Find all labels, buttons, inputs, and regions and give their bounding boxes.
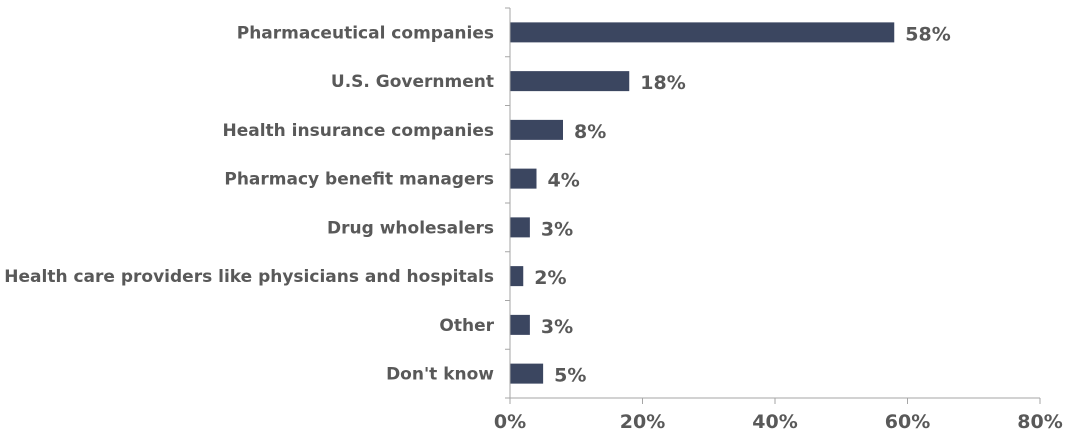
category-label: Drug wholesalers (327, 218, 494, 238)
value-label: 3% (541, 218, 573, 240)
value-label: 18% (640, 72, 685, 94)
bar (510, 168, 537, 189)
bar (510, 119, 563, 140)
bar (510, 266, 524, 287)
bar (510, 363, 544, 384)
x-tick-label: 80% (1017, 411, 1062, 432)
x-tick-label: 60% (885, 411, 930, 432)
bar (510, 314, 530, 335)
category-label: U.S. Government (331, 72, 494, 92)
bar (510, 22, 895, 43)
value-label: 4% (548, 170, 580, 192)
axis-layer (505, 7, 1041, 404)
value-label: 2% (534, 267, 566, 289)
category-label: Pharmacy benefit managers (224, 170, 494, 190)
category-label: Don't know (386, 365, 494, 385)
category-label: Health insurance companies (222, 121, 494, 141)
category-label: Pharmaceutical companies (237, 23, 494, 43)
x-tick-label: 0% (494, 411, 526, 432)
x-tick-label: 20% (620, 411, 665, 432)
bar (510, 71, 630, 92)
bar (510, 217, 530, 238)
category-label: Other (439, 316, 494, 336)
x-tick-label: 40% (752, 411, 797, 432)
value-label: 5% (554, 365, 586, 387)
labels-layer: 0% 20% 40% 60% 80% Pharmaceutical companies 58… (4, 23, 1062, 432)
bars-layer (510, 22, 895, 384)
value-label: 3% (541, 316, 573, 338)
value-label: 8% (574, 121, 606, 143)
category-label: Health care providers like physicians an… (4, 267, 494, 287)
value-label: 58% (905, 23, 950, 45)
